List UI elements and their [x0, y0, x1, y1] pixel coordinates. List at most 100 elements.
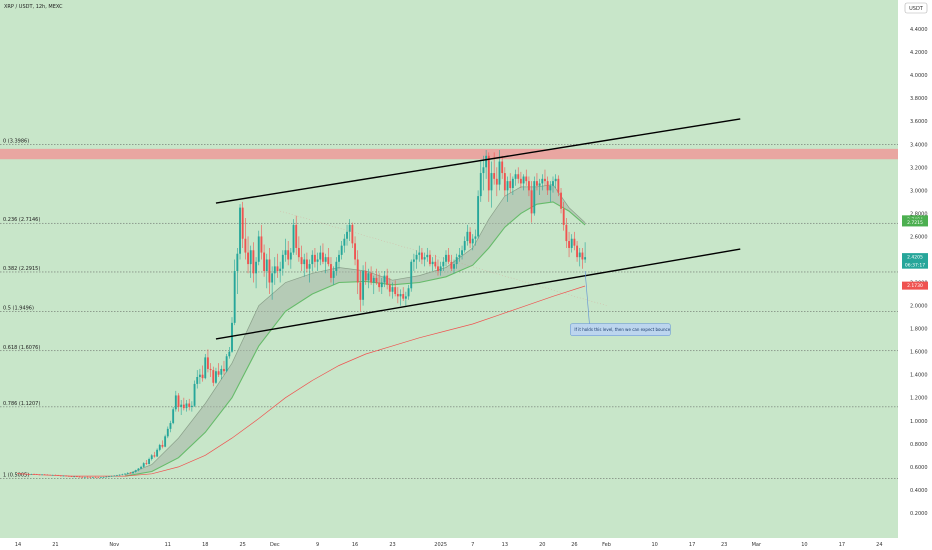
- candle-body: [509, 181, 512, 189]
- price-tick-label: 0.2000: [910, 511, 928, 517]
- fib-retracement[interactable]: 0 (3.3986) 0.236 (2.7146) 0.382 (2.2915) 0.…: [0, 138, 898, 479]
- price-tick-label: 1.6000: [910, 350, 928, 356]
- candle-body: [289, 252, 292, 260]
- candle-body: [388, 284, 391, 292]
- fib-level-label: 0 (3.3986): [3, 138, 29, 144]
- time-tick-label: 14: [15, 542, 21, 548]
- candle-body: [83, 477, 86, 478]
- candle-body: [121, 474, 124, 475]
- time-tick-label: 25: [240, 542, 246, 548]
- candle-body: [346, 231, 348, 239]
- symbol-title: XRP / USDT, 12h, MEXC: [4, 4, 63, 10]
- time-tick-label: 13: [502, 542, 508, 548]
- candle-body: [426, 254, 429, 258]
- candle-body: [182, 404, 185, 409]
- fib-level-label: 1 (0.5005): [3, 472, 29, 478]
- time-tick-label: 9: [316, 542, 319, 548]
- candle-body: [166, 428, 169, 437]
- candle-body: [164, 436, 167, 447]
- candle-body: [51, 474, 54, 476]
- candle-body: [156, 449, 159, 457]
- candle-body: [429, 254, 431, 265]
- candle-body: [38, 474, 41, 476]
- candle-body: [511, 178, 514, 189]
- price-tag-label: 2.4205: [907, 255, 923, 261]
- ema-band-fill: [125, 184, 586, 477]
- candle-body: [313, 254, 316, 262]
- candle-body: [311, 254, 314, 265]
- candle-body: [303, 259, 306, 265]
- price-tick-label: 0.4000: [910, 488, 928, 494]
- channel-lower-line: [215, 248, 741, 340]
- candle-body: [33, 474, 35, 475]
- price-tag: [902, 260, 928, 269]
- candle-body: [110, 475, 113, 477]
- candle-body: [359, 282, 362, 300]
- candle-body: [142, 463, 145, 467]
- candle-body: [340, 245, 343, 255]
- fib-level-label: 0.5 (1.9496): [3, 305, 34, 311]
- candle-body: [231, 322, 233, 352]
- candle-body: [81, 477, 84, 478]
- candle-body: [549, 185, 552, 191]
- annotation[interactable]: If it holds this level, then we can expe…: [570, 270, 671, 336]
- fib-level-label: 0.236 (2.7146): [3, 217, 40, 223]
- candle-body: [190, 405, 193, 407]
- currency-button-label: USDT: [909, 6, 924, 12]
- candle-body: [487, 155, 490, 191]
- candle-body: [420, 252, 423, 260]
- candle-body: [113, 475, 116, 477]
- candle-body: [59, 475, 62, 477]
- candle-body: [86, 477, 89, 478]
- candle-body: [332, 271, 335, 278]
- candle-body: [91, 477, 94, 478]
- candle-body: [217, 371, 220, 375]
- time-tick-label: 26: [571, 542, 577, 548]
- candle-body: [479, 173, 482, 197]
- candle-body: [148, 459, 151, 464]
- candle-body: [65, 475, 68, 477]
- candle-body: [196, 377, 199, 384]
- candle-body: [437, 266, 439, 271]
- candle-body: [287, 250, 290, 260]
- fib-level-label: 0.618 (1.6076): [3, 345, 40, 351]
- candle-body: [35, 474, 38, 475]
- resistance-zone[interactable]: [0, 148, 898, 160]
- time-tick-label: 10: [651, 542, 657, 548]
- candle-body: [62, 475, 65, 477]
- candle-body: [252, 250, 255, 274]
- candle-body: [78, 476, 81, 478]
- candle-body: [150, 455, 153, 460]
- candle-body: [241, 207, 244, 239]
- candle-body: [223, 368, 225, 372]
- candle-body: [279, 268, 282, 271]
- time-tick-label: 16: [352, 542, 358, 548]
- candle-body: [375, 277, 378, 283]
- annotation-text: If it holds this level, then we can expe…: [574, 327, 670, 332]
- candle-body: [418, 252, 421, 255]
- candle-body: [538, 183, 541, 186]
- price-channel[interactable]: [215, 118, 741, 340]
- time-tick-label: Feb: [602, 542, 611, 548]
- candle-body: [493, 173, 496, 179]
- candle-body: [552, 181, 554, 186]
- candle-body: [295, 224, 298, 248]
- currency-button[interactable]: [904, 2, 928, 14]
- candle-body: [233, 271, 236, 323]
- price-tick-label: 2.6000: [910, 234, 928, 240]
- candle-body: [503, 173, 506, 191]
- price-tick-label: 3.4000: [910, 142, 928, 148]
- price-tick-label: 0.6000: [910, 465, 928, 471]
- candle-body: [394, 287, 397, 295]
- candle-body: [57, 475, 60, 476]
- candle-body: [97, 477, 100, 479]
- candle-body: [533, 181, 536, 214]
- candle-body: [188, 403, 191, 407]
- price-tag: [902, 218, 928, 227]
- candle-body: [158, 444, 161, 450]
- candle-body: [568, 241, 570, 248]
- candle-body: [305, 259, 308, 269]
- candle-body: [404, 296, 407, 299]
